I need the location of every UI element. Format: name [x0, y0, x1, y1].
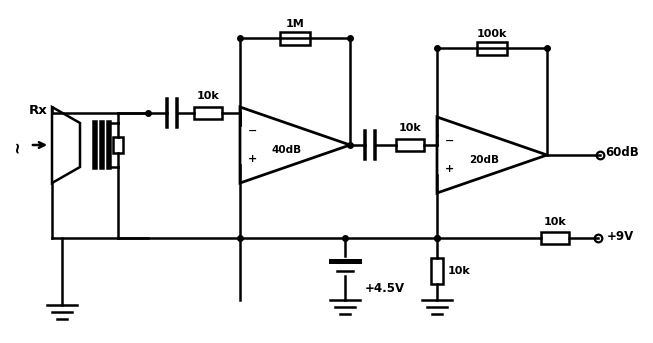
Bar — [396, 139, 424, 151]
Bar — [194, 107, 222, 119]
Text: ~: ~ — [10, 141, 25, 153]
Polygon shape — [240, 107, 350, 183]
Text: 10k: 10k — [197, 91, 219, 101]
Bar — [431, 258, 443, 284]
Text: +: + — [445, 164, 454, 175]
Polygon shape — [437, 117, 547, 193]
Text: 40dB: 40dB — [272, 145, 302, 155]
Bar — [541, 232, 569, 244]
Text: 1M: 1M — [285, 19, 304, 29]
Text: Rx: Rx — [29, 104, 48, 117]
Text: +: + — [247, 154, 257, 164]
Text: 10k: 10k — [544, 217, 566, 227]
Text: +9V: +9V — [607, 229, 633, 243]
Text: 10k: 10k — [447, 266, 470, 276]
Bar — [280, 32, 310, 45]
Text: 60dB: 60dB — [605, 146, 639, 159]
Text: −: − — [247, 126, 257, 135]
Text: +4.5V: +4.5V — [365, 282, 405, 295]
Bar — [113, 137, 123, 153]
Bar — [477, 42, 507, 55]
Text: 20dB: 20dB — [469, 155, 499, 165]
Text: 100k: 100k — [477, 29, 507, 39]
Polygon shape — [52, 107, 80, 183]
Text: −: − — [445, 135, 454, 145]
Text: 10k: 10k — [398, 123, 421, 133]
